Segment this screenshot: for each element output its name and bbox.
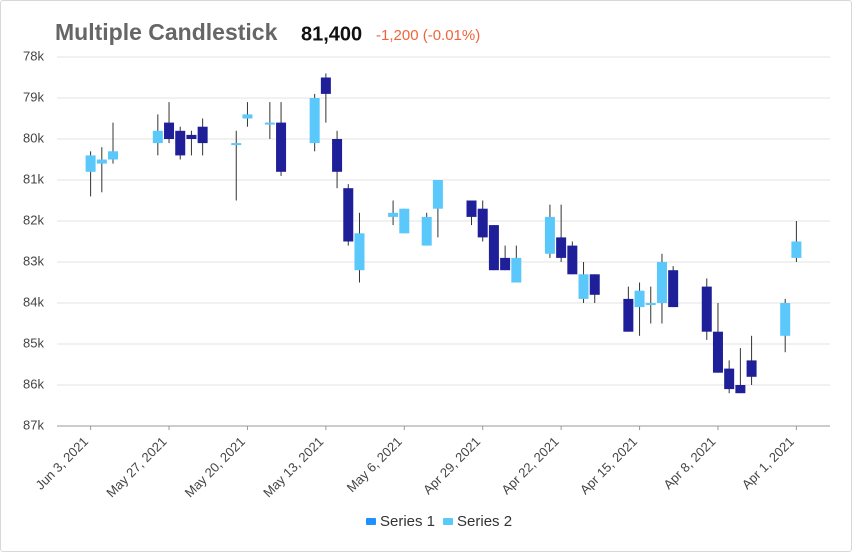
candle-body bbox=[746, 360, 757, 377]
candle-body bbox=[477, 208, 488, 238]
x-tick-label: May 20, 2021 bbox=[182, 434, 248, 500]
candle-body bbox=[500, 257, 511, 271]
candle-body bbox=[421, 216, 432, 246]
x-tick-label: May 6, 2021 bbox=[344, 434, 405, 495]
candle-body bbox=[735, 385, 746, 394]
candle-body bbox=[780, 303, 791, 336]
legend-swatch bbox=[366, 518, 376, 525]
candle-body bbox=[388, 212, 399, 217]
candle-body bbox=[320, 77, 331, 94]
candle-body bbox=[668, 270, 679, 308]
candle-body bbox=[488, 225, 499, 271]
candle-body bbox=[645, 303, 656, 305]
y-tick-label: 78k bbox=[23, 48, 44, 63]
candle-body bbox=[231, 143, 242, 146]
x-tick-label: Apr 1, 2021 bbox=[739, 434, 797, 492]
x-tick-label: Jun 3, 2021 bbox=[33, 434, 92, 493]
legend-label: Series 1 bbox=[380, 513, 435, 530]
candle-body bbox=[152, 130, 163, 144]
x-tick-label: Apr 15, 2021 bbox=[577, 434, 640, 497]
last-price: 81,400 bbox=[301, 23, 362, 45]
candle-body bbox=[175, 130, 186, 156]
candle-body bbox=[567, 245, 578, 275]
candle-body bbox=[85, 155, 96, 172]
candle-body bbox=[556, 237, 567, 258]
x-tick-label: May 27, 2021 bbox=[103, 434, 169, 500]
candle-body bbox=[309, 98, 320, 144]
candle-body bbox=[354, 233, 365, 271]
candle-body bbox=[578, 274, 589, 299]
candle-body bbox=[701, 286, 712, 332]
y-tick-label: 84k bbox=[23, 294, 44, 309]
candle-body bbox=[511, 257, 522, 283]
x-tick-label: May 13, 2021 bbox=[260, 434, 326, 500]
y-tick-label: 83k bbox=[23, 253, 44, 268]
candle-body bbox=[791, 241, 802, 258]
candle-body bbox=[432, 180, 443, 209]
candle-body bbox=[712, 331, 723, 373]
y-tick-label: 82k bbox=[23, 212, 44, 227]
candle-body bbox=[724, 368, 735, 390]
x-tick-label: Apr 8, 2021 bbox=[660, 434, 718, 492]
candle-body bbox=[656, 262, 667, 303]
candle-body bbox=[544, 216, 555, 254]
candle-body bbox=[623, 298, 634, 332]
y-tick-label: 79k bbox=[23, 89, 44, 104]
chart-title: Multiple Candlestick bbox=[55, 19, 278, 45]
y-tick-label: 86k bbox=[23, 376, 44, 391]
candle-body bbox=[343, 188, 354, 242]
legend-label: Series 2 bbox=[457, 513, 512, 530]
candle-body bbox=[186, 134, 197, 139]
candle-body bbox=[242, 114, 253, 119]
candle-body bbox=[276, 122, 287, 172]
price-change: -1,200 (-0.01%) bbox=[376, 27, 480, 44]
y-tick-label: 87k bbox=[23, 417, 44, 432]
candle-body bbox=[466, 200, 477, 217]
y-tick-label: 85k bbox=[23, 335, 44, 350]
candle-body bbox=[264, 122, 275, 125]
x-tick-label: Apr 29, 2021 bbox=[420, 434, 483, 497]
candle-body bbox=[164, 122, 175, 139]
candle-body bbox=[108, 151, 119, 160]
candle-body bbox=[589, 274, 600, 295]
candle-body bbox=[399, 208, 410, 234]
candle-body bbox=[197, 126, 208, 144]
x-tick-label: Apr 22, 2021 bbox=[498, 434, 561, 497]
candle-body bbox=[96, 159, 107, 164]
legend-swatch bbox=[443, 518, 454, 525]
candle-body bbox=[332, 139, 343, 172]
y-tick-label: 81k bbox=[23, 171, 44, 186]
y-tick-label: 80k bbox=[23, 130, 44, 145]
candle-body bbox=[634, 290, 645, 308]
